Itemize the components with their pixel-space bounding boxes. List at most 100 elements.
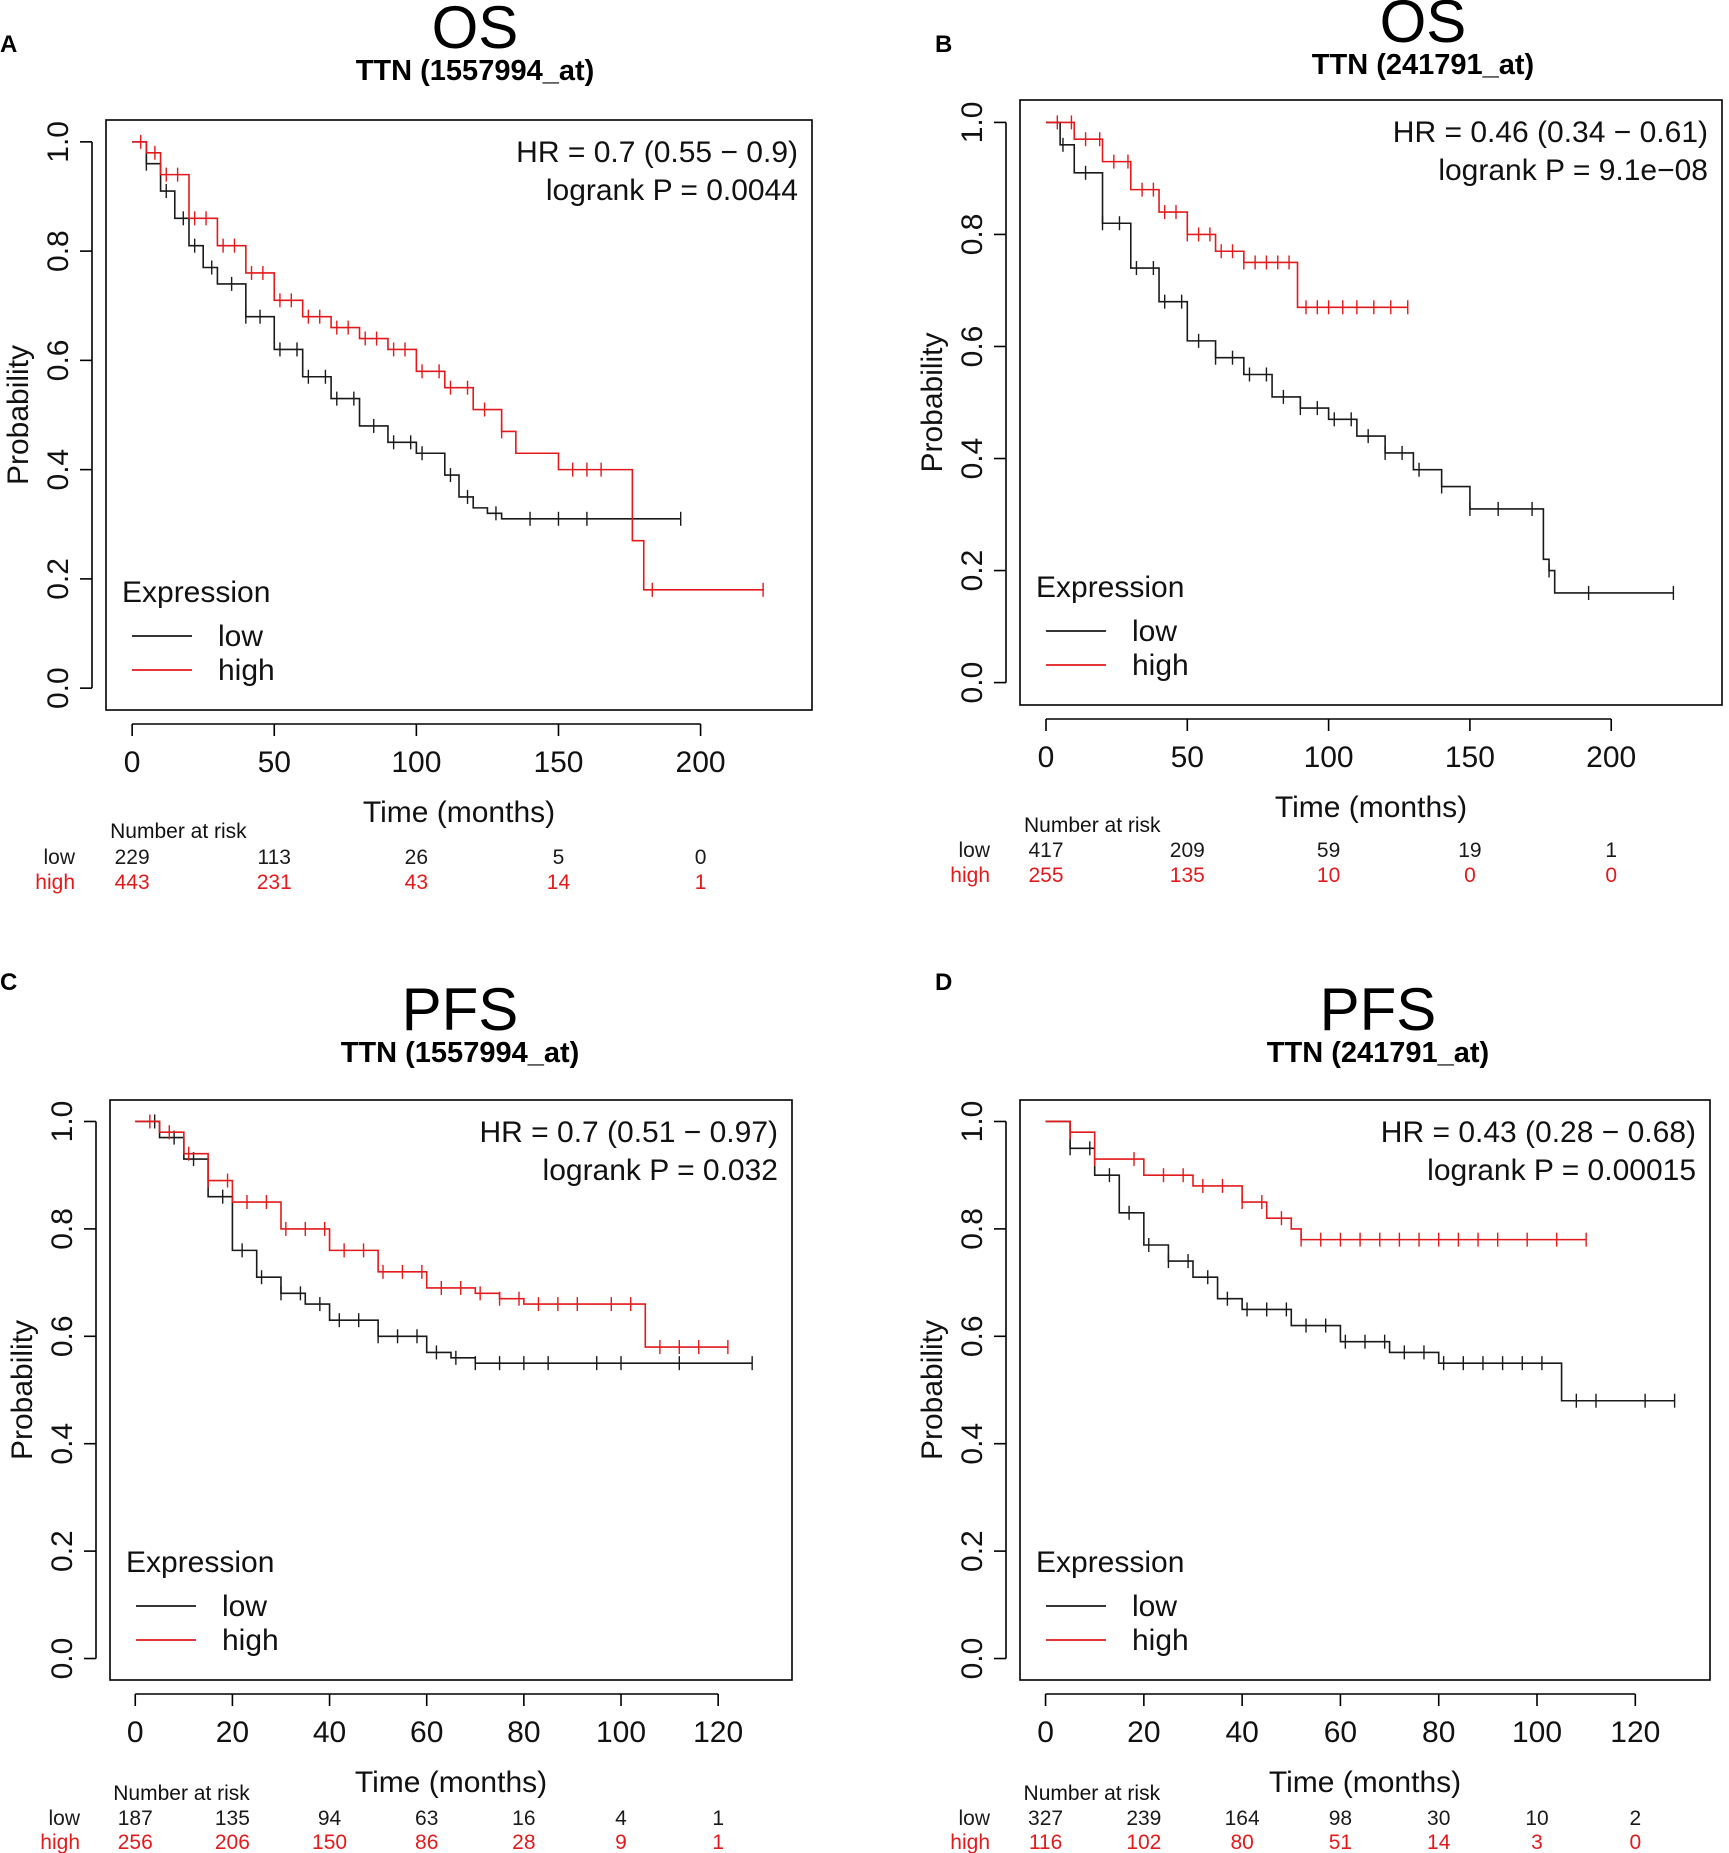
- risk-count-low: 164: [1225, 1807, 1260, 1830]
- x-tick-label: 50: [1171, 741, 1204, 774]
- risk-count-high: 135: [1170, 864, 1205, 887]
- x-tick-label: 60: [410, 1716, 443, 1749]
- survival-curve-low: [1045, 1120, 1675, 1402]
- risk-count-low: 30: [1427, 1807, 1450, 1830]
- y-tick-label: 0.4: [46, 1423, 79, 1465]
- risk-count-high: 10: [1317, 864, 1340, 887]
- y-tick-label: 0.2: [42, 558, 75, 600]
- y-axis-title: Probability: [2, 345, 35, 485]
- legend-title: Expression: [1036, 1546, 1184, 1579]
- risk-count-low: 59: [1317, 839, 1340, 862]
- risk-row-label-high: high: [35, 871, 75, 894]
- plot-frame: [105, 119, 813, 711]
- risk-count-high: 43: [405, 871, 428, 894]
- y-tick-label: 0.2: [956, 550, 989, 592]
- y-tick-label: 0.4: [42, 449, 75, 491]
- risk-count-low: 94: [318, 1807, 342, 1830]
- panel-letter: B: [935, 31, 952, 58]
- x-tick-label: 200: [676, 746, 726, 779]
- legend-label-high: high: [1132, 1624, 1189, 1657]
- y-tick-label: 0.2: [956, 1530, 989, 1572]
- y-tick-label: 0.8: [956, 1208, 989, 1250]
- risk-count-low: 19: [1458, 839, 1481, 862]
- y-tick-label: 1.0: [46, 1101, 79, 1143]
- hazard-ratio-text: HR = 0.46 (0.34 − 0.61): [1393, 116, 1708, 149]
- risk-count-low: 239: [1126, 1807, 1161, 1830]
- hazard-ratio-text: HR = 0.43 (0.28 − 0.68): [1381, 1116, 1696, 1149]
- survival-curve-high: [132, 141, 764, 591]
- y-tick-label: 1.0: [956, 1101, 989, 1143]
- y-tick-label: 1.0: [956, 102, 989, 144]
- survival-curve-low: [132, 141, 681, 520]
- risk-count-low: 113: [258, 846, 291, 869]
- y-tick-label: 0.0: [46, 1638, 79, 1680]
- risk-count-low: 327: [1028, 1807, 1063, 1830]
- legend-label-high: high: [222, 1624, 279, 1657]
- hazard-ratio-text: HR = 0.7 (0.51 − 0.97): [479, 1116, 778, 1149]
- chart-subtitle: TTN (241791_at): [1312, 49, 1534, 81]
- survival-curve-high: [1045, 1120, 1587, 1241]
- legend-title: Expression: [1036, 571, 1184, 604]
- y-tick-label: 0.6: [46, 1315, 79, 1357]
- y-axis-title: Probability: [916, 1320, 949, 1460]
- risk-count-high: 28: [512, 1831, 535, 1853]
- risk-count-high: 206: [215, 1831, 250, 1853]
- risk-count-high: 1: [695, 871, 707, 894]
- x-tick-label: 50: [258, 746, 291, 779]
- panel-letter: C: [0, 969, 17, 996]
- risk-count-low: 2: [1629, 1807, 1641, 1830]
- risk-count-high: 1: [712, 1831, 724, 1853]
- logrank-p-text: logrank P = 0.0044: [546, 174, 798, 207]
- survival-curve-low: [1046, 121, 1674, 594]
- x-tick-label: 60: [1324, 1716, 1357, 1749]
- survival-curve-high: [135, 1120, 728, 1348]
- y-tick-label: 0.0: [42, 667, 75, 709]
- risk-count-high: 86: [415, 1831, 438, 1853]
- x-tick-label: 0: [1037, 1716, 1054, 1749]
- x-tick-label: 200: [1586, 741, 1636, 774]
- risk-count-high: 14: [1427, 1831, 1451, 1853]
- y-tick-label: 0.0: [956, 662, 989, 704]
- chart-subtitle: TTN (1557994_at): [341, 1037, 580, 1069]
- chart-title: OS: [432, 0, 519, 61]
- risk-count-low: 98: [1329, 1807, 1352, 1830]
- x-tick-label: 40: [1225, 1716, 1258, 1749]
- risk-row-label-low: low: [43, 846, 75, 869]
- risk-count-low: 4: [615, 1807, 627, 1830]
- risk-row-label-high: high: [950, 1831, 990, 1853]
- risk-table-header: Number at risk: [1024, 1782, 1161, 1805]
- risk-row-label-high: high: [950, 864, 990, 887]
- x-tick-label: 0: [1038, 741, 1055, 774]
- x-tick-label: 150: [1445, 741, 1495, 774]
- y-tick-label: 0.6: [956, 326, 989, 368]
- legend-label-low: low: [218, 620, 263, 653]
- risk-row-label-low: low: [958, 1807, 990, 1830]
- x-axis-title: Time (months): [363, 796, 555, 829]
- logrank-p-text: logrank P = 0.00015: [1427, 1154, 1696, 1187]
- risk-count-high: 443: [115, 871, 150, 894]
- risk-count-low: 16: [512, 1807, 535, 1830]
- y-tick-label: 0.0: [956, 1638, 989, 1680]
- survival-curve-high: [1046, 121, 1408, 309]
- x-tick-label: 100: [391, 746, 441, 779]
- x-tick-label: 80: [507, 1716, 540, 1749]
- panel-letter: A: [0, 31, 17, 58]
- risk-count-high: 80: [1230, 1831, 1253, 1853]
- plot-frame: [1019, 99, 1723, 706]
- y-tick-label: 0.8: [46, 1208, 79, 1250]
- legend-label-low: low: [1132, 615, 1177, 648]
- x-axis-title: Time (months): [1275, 791, 1467, 824]
- legend-label-high: high: [1132, 649, 1189, 682]
- risk-count-low: 26: [405, 846, 428, 869]
- legend-label-low: low: [222, 1590, 267, 1623]
- legend-title: Expression: [126, 1546, 274, 1579]
- risk-table-header: Number at risk: [1024, 814, 1161, 837]
- legend-label-high: high: [218, 654, 275, 687]
- y-tick-label: 0.6: [42, 340, 75, 382]
- risk-row-label-low: low: [48, 1807, 80, 1830]
- x-tick-label: 100: [596, 1716, 646, 1749]
- x-tick-label: 40: [313, 1716, 346, 1749]
